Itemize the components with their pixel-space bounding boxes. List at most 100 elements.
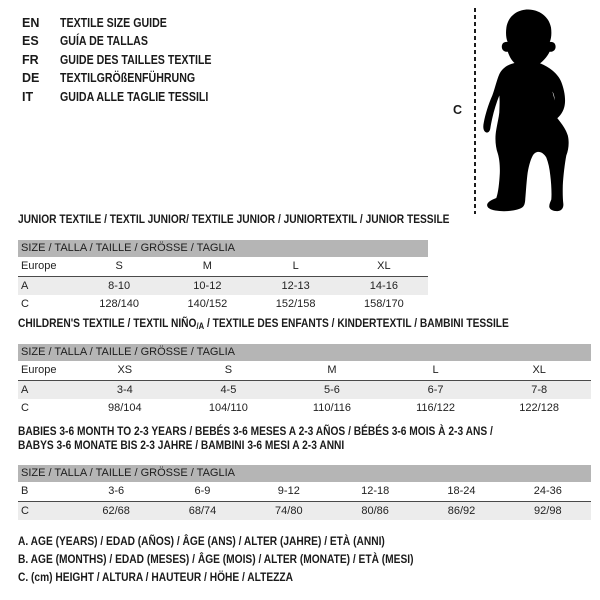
language-code: IT bbox=[22, 89, 34, 104]
cell: XL bbox=[532, 364, 546, 376]
cell: M bbox=[327, 364, 337, 376]
cell: 4-5 bbox=[220, 383, 237, 396]
cell: XS bbox=[117, 364, 133, 376]
cell: 18-24 bbox=[447, 485, 476, 497]
language-row-it: IT GUIDA ALLE TAGLIE TESSILI bbox=[22, 88, 238, 106]
babies-table-title: BABIES 3-6 MONTH TO 2-3 YEARS / BEBÉS 3-… bbox=[18, 424, 577, 452]
babies-size-table: SIZE / TALLA / TAILLE / GRÖSSE / TAGLIA … bbox=[18, 465, 591, 520]
cell: 6-7 bbox=[427, 383, 444, 396]
table-row-age-months: B 3-6 6-9 9-12 12-18 18-24 24-36 bbox=[18, 482, 591, 502]
row-label: A bbox=[21, 279, 29, 292]
cell: L bbox=[432, 364, 439, 376]
children-table-title: CHILDREN'S TEXTILE / TEXTIL NIÑO/A / TEX… bbox=[18, 316, 595, 334]
footnote-c-text: C. (cm) HEIGHT / ALTURA / HAUTEUR / HÖHE… bbox=[18, 569, 294, 584]
size-header-bar: SIZE / TALLA / TAILLE / GRÖSSE / TAGLIA bbox=[18, 344, 591, 361]
junior-table-title: JUNIOR TEXTILE / TEXTIL JUNIOR/ TEXTILE … bbox=[18, 212, 526, 227]
title-part: CHILDREN'S TEXTILE / TEXTIL NIÑO bbox=[18, 316, 197, 330]
cell: 12-18 bbox=[361, 485, 390, 497]
cell: 122/128 bbox=[519, 402, 560, 414]
language-row-de: DE TEXTILGRÖßENFÜHRUNG bbox=[22, 69, 238, 87]
language-row-en: EN TEXTILE SIZE GUIDE bbox=[22, 14, 238, 32]
babies-title-line1: BABIES 3-6 MONTH TO 2-3 YEARS / BEBÉS 3-… bbox=[18, 424, 493, 438]
cell: 110/116 bbox=[312, 402, 352, 414]
cell: 68/74 bbox=[188, 504, 217, 517]
cell: 152/158 bbox=[275, 298, 316, 310]
cell: 14-16 bbox=[369, 279, 398, 292]
cell: 104/110 bbox=[208, 402, 248, 414]
cell: 9-12 bbox=[277, 485, 300, 497]
size-header-text: SIZE / TALLA / TAILLE / GRÖSSE / TAGLIA bbox=[21, 242, 235, 254]
cell: 98/104 bbox=[107, 402, 142, 414]
language-row-es: ES GUÍA DE TALLAS bbox=[22, 32, 238, 50]
children-table-title-text: CHILDREN'S TEXTILE / TEXTIL NIÑO/A / TEX… bbox=[18, 316, 509, 334]
cell: 3-6 bbox=[108, 485, 125, 497]
language-label: TEXTILGRÖßENFÜHRUNG bbox=[60, 71, 196, 86]
cell: 7-8 bbox=[531, 383, 548, 396]
table-row-height: C 128/140 140/152 152/158 158/170 bbox=[18, 295, 428, 314]
title-part: / TEXTILE DES ENFANTS / KINDERTEXTIL / B… bbox=[204, 316, 509, 330]
table-row-europe: Europe XS S M L XL bbox=[18, 361, 591, 381]
children-size-table: SIZE / TALLA / TAILLE / GRÖSSE / TAGLIA … bbox=[18, 344, 591, 418]
size-header-text: SIZE / TALLA / TAILLE / GRÖSSE / TAGLIA bbox=[21, 346, 235, 358]
language-code: ES bbox=[22, 34, 39, 49]
height-measure-figure: C bbox=[450, 5, 580, 217]
cell: 80/86 bbox=[361, 504, 389, 517]
cell: S bbox=[224, 364, 233, 376]
cell: 158/170 bbox=[363, 298, 404, 310]
cell: M bbox=[202, 260, 212, 272]
footnote-b-text: B. AGE (MONTHS) / EDAD (MESES) / ÂGE (MO… bbox=[18, 551, 414, 566]
cell: S bbox=[115, 260, 123, 272]
size-header-bar: SIZE / TALLA / TAILLE / GRÖSSE / TAGLIA bbox=[18, 240, 428, 257]
footnote-b: B. AGE (MONTHS) / EDAD (MESES) / ÂGE (MO… bbox=[18, 551, 483, 569]
height-measure-dashed-line bbox=[474, 8, 476, 214]
babies-title-line2: BABYS 3-6 MONATE BIS 2-3 JAHRE / BAMBINI… bbox=[18, 437, 345, 452]
row-label: C bbox=[21, 504, 29, 517]
cell: 12-13 bbox=[281, 279, 310, 292]
language-row-fr: FR GUIDE DES TAILLES TEXTILE bbox=[22, 51, 238, 69]
title-subscript: /A bbox=[196, 321, 205, 331]
cell: 8-10 bbox=[108, 279, 131, 292]
language-code: DE bbox=[22, 71, 40, 86]
junior-size-table: SIZE / TALLA / TAILLE / GRÖSSE / TAGLIA … bbox=[18, 240, 428, 314]
row-label: C bbox=[21, 298, 29, 310]
footnote-a-text: A. AGE (YEARS) / EDAD (AÑOS) / ÂGE (ANS)… bbox=[18, 534, 385, 548]
table-row-europe: Europe S M L XL bbox=[18, 257, 428, 277]
cell: 74/80 bbox=[275, 504, 303, 517]
footnote-a: A. AGE (YEARS) / EDAD (AÑOS) / ÂGE (ANS)… bbox=[18, 533, 483, 551]
row-label: A bbox=[21, 383, 29, 396]
cell: L bbox=[292, 260, 299, 272]
cell: 92/98 bbox=[534, 504, 562, 517]
size-header-bar: SIZE / TALLA / TAILLE / GRÖSSE / TAGLIA bbox=[18, 465, 591, 482]
toddler-silhouette-icon bbox=[483, 9, 569, 212]
cell: 128/140 bbox=[99, 298, 139, 310]
row-label: B bbox=[21, 485, 29, 497]
language-label: GUIDA ALLE TAGLIE TESSILI bbox=[60, 89, 209, 104]
size-header-text: SIZE / TALLA / TAILLE / GRÖSSE / TAGLIA bbox=[21, 467, 235, 479]
language-label: GUIDE DES TAILLES TEXTILE bbox=[60, 52, 212, 67]
row-label: Europe bbox=[21, 364, 57, 376]
footnotes: A. AGE (YEARS) / EDAD (AÑOS) / ÂGE (ANS)… bbox=[18, 533, 483, 587]
language-list: EN TEXTILE SIZE GUIDE ES GUÍA DE TALLAS FR… bbox=[22, 14, 238, 106]
junior-table-title-text: JUNIOR TEXTILE / TEXTIL JUNIOR/ TEXTILE … bbox=[18, 212, 450, 226]
language-code: EN bbox=[22, 16, 40, 30]
cell: 116/122 bbox=[416, 402, 456, 414]
cell: 3-4 bbox=[116, 383, 133, 396]
row-label: Europe bbox=[21, 260, 57, 272]
cell: 10-12 bbox=[193, 279, 222, 292]
cell: XL bbox=[377, 260, 391, 272]
cell: 6-9 bbox=[194, 485, 211, 497]
table-row-age: A 8-10 10-12 12-13 14-16 bbox=[18, 276, 428, 295]
cell: 5-6 bbox=[324, 383, 340, 396]
language-code: FR bbox=[22, 52, 39, 67]
footnote-c: C. (cm) HEIGHT / ALTURA / HAUTEUR / HÖHE… bbox=[18, 569, 483, 587]
language-label: GUÍA DE TALLAS bbox=[60, 34, 148, 49]
table-row-height: C 62/68 68/74 74/80 80/86 86/92 92/98 bbox=[18, 501, 591, 520]
table-row-age: A 3-4 4-5 5-6 6-7 7-8 bbox=[18, 380, 591, 399]
cell: 86/92 bbox=[447, 504, 476, 517]
table-row-height: C 98/104 104/110 110/116 116/122 122/128 bbox=[18, 399, 591, 418]
height-measure-label: C bbox=[453, 103, 463, 117]
language-label: TEXTILE SIZE GUIDE bbox=[60, 16, 167, 30]
cell: 62/68 bbox=[102, 504, 130, 517]
row-label: C bbox=[21, 402, 29, 414]
